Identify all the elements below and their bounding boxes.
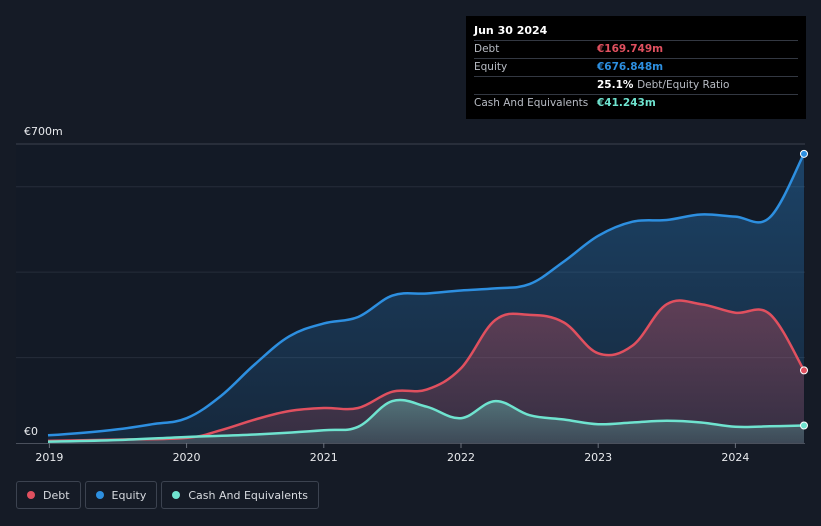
y-axis-bottom-label: €0 — [24, 425, 38, 438]
end-markers — [800, 149, 808, 430]
cash-line — [47, 398, 805, 443]
legend-cash-label: Cash And Equivalents — [188, 488, 308, 502]
tooltip-date: Jun 30 2024 — [474, 22, 798, 41]
legend: Debt Equity Cash And Equivalents — [16, 481, 319, 511]
tooltip-debt-label: Debt — [474, 43, 500, 55]
series-lines — [47, 153, 806, 443]
tooltip-panel: Jun 30 2024 Debt €169.749m Equity €676.8… — [466, 16, 806, 119]
x-tick-label-2020: 2020 — [173, 451, 201, 464]
tooltip-equity-label: Equity — [474, 61, 508, 73]
tooltip-ratio-label: Debt/Equity Ratio — [637, 79, 730, 91]
tooltip-ratio-value: 25.1% — [597, 79, 634, 91]
legend-cash-dot-icon — [172, 491, 181, 499]
tooltip-cash-value: €41.243m — [597, 97, 656, 109]
debt-line — [47, 299, 806, 443]
tooltip-row-equity: Equity €676.848m — [474, 59, 798, 77]
equity-end-marker — [800, 149, 808, 158]
legend-equity-label: Equity — [111, 488, 147, 502]
debt-end-marker — [800, 366, 808, 375]
cash-end-marker — [800, 421, 808, 430]
legend-debt-label: Debt — [43, 488, 70, 502]
legend-debt-button[interactable]: Debt — [16, 481, 81, 509]
x-tick-label-2021: 2021 — [310, 451, 338, 464]
tooltip-ratio: 25.1% Debt/Equity Ratio — [597, 77, 729, 94]
tooltip-cash-label: Cash And Equivalents — [474, 97, 589, 109]
x-axis: 2019 2020 2021 2022 2023 2024 — [35, 443, 749, 464]
cash-area — [48, 399, 804, 443]
tooltip-row-cash: Cash And Equivalents €41.243m — [474, 95, 798, 112]
legend-debt-dot-icon — [27, 491, 35, 499]
x-tick-label-2022: 2022 — [447, 451, 475, 464]
legend-equity-dot-icon — [95, 491, 104, 499]
series-areas — [48, 153, 804, 444]
tooltip-debt-value: €169.749m — [597, 43, 664, 55]
x-tick-label-2024: 2024 — [721, 451, 749, 464]
tooltip-row-ratio: 25.1% Debt/Equity Ratio — [474, 77, 798, 95]
x-tick-label-2019: 2019 — [35, 451, 63, 464]
y-axis-top-label: €700m — [24, 125, 63, 138]
tooltip-row-debt: Debt €169.749m — [474, 41, 798, 59]
legend-equity-button[interactable]: Equity — [84, 481, 158, 509]
x-tick-label-2023: 2023 — [584, 451, 612, 464]
tooltip-equity-value: €676.848m — [597, 61, 664, 73]
equity-line — [47, 153, 806, 437]
legend-cash-button[interactable]: Cash And Equivalents — [161, 481, 319, 509]
debt-area — [48, 300, 804, 443]
